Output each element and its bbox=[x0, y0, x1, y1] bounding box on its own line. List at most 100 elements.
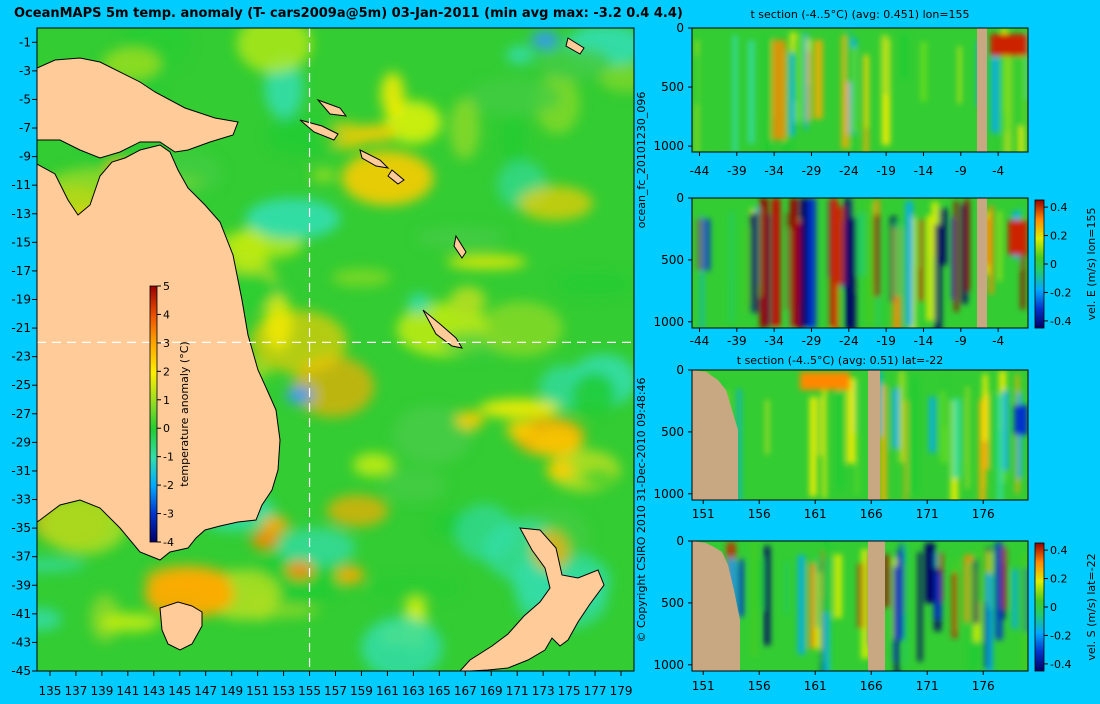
anomaly-patch bbox=[449, 98, 480, 160]
section-stripe bbox=[841, 35, 849, 149]
map-ytick-label: -19 bbox=[11, 292, 31, 306]
section-stripe bbox=[734, 559, 737, 628]
section-stripe bbox=[818, 396, 823, 456]
map-ytick-label: -17 bbox=[11, 264, 31, 278]
panel3-shelf-mask bbox=[692, 370, 738, 500]
anomaly-patch bbox=[467, 77, 562, 117]
section-stripe bbox=[793, 38, 799, 101]
section-colorbar-tick-label: 0.2 bbox=[1050, 573, 1068, 586]
section-stripe bbox=[893, 566, 897, 663]
panel4-colorbar bbox=[1034, 542, 1045, 672]
section-stripe bbox=[988, 205, 994, 295]
section-stripe bbox=[904, 542, 908, 666]
map-ytick-label: -9 bbox=[19, 150, 31, 164]
anomaly-patch bbox=[352, 453, 395, 477]
panel2-land-mask bbox=[977, 198, 987, 328]
new-zealand-landmass bbox=[459, 527, 605, 671]
anomaly-patch bbox=[276, 527, 356, 567]
section-stripe bbox=[807, 51, 811, 121]
colorbar-tick-label: 5 bbox=[163, 280, 170, 293]
map-xtick-label: 177 bbox=[584, 684, 607, 698]
section-ytick-label: 500 bbox=[661, 80, 684, 94]
section-ytick-label: 1000 bbox=[653, 139, 684, 153]
section-stripe bbox=[904, 400, 907, 500]
section-stripe bbox=[809, 396, 817, 497]
anomaly-patch bbox=[446, 255, 527, 269]
section-xtick-label: 171 bbox=[916, 507, 939, 521]
panel3-axes: 151 156 161 166 171 176 0 500 1000 bbox=[653, 363, 994, 521]
panel3-background bbox=[692, 370, 1028, 500]
anomaly-patch bbox=[236, 28, 313, 74]
anomaly-patch bbox=[358, 124, 396, 143]
map-xtick-label: 141 bbox=[116, 684, 139, 698]
section-stripe bbox=[729, 211, 734, 323]
section-stripe bbox=[855, 377, 859, 495]
section-stripe bbox=[958, 46, 961, 104]
map-ytick-label: -15 bbox=[11, 235, 31, 249]
tasmania-landmass bbox=[159, 601, 203, 651]
section-stripe bbox=[700, 215, 704, 328]
section-stripe bbox=[898, 370, 905, 463]
section-xtick-label: 171 bbox=[916, 679, 939, 693]
section-xtick-label: -19 bbox=[876, 164, 896, 178]
map-xtick-label: 143 bbox=[142, 684, 165, 698]
section-stripe bbox=[1020, 227, 1026, 310]
panel2-colorbar bbox=[1034, 199, 1045, 329]
solomon-island-b bbox=[387, 169, 405, 185]
map-ytick-label: -37 bbox=[11, 550, 31, 564]
anomaly-hotspot bbox=[261, 516, 289, 534]
new-ireland-island bbox=[316, 98, 348, 117]
section-jet-band bbox=[830, 198, 838, 328]
section-xtick-label: 176 bbox=[972, 679, 995, 693]
section-xtick-label: 166 bbox=[860, 507, 883, 521]
section-stripe bbox=[967, 561, 972, 671]
map-ytick-label: -11 bbox=[11, 178, 31, 192]
section-ytick-label: 1000 bbox=[653, 487, 684, 501]
colorbar-tick-label: -3 bbox=[163, 508, 174, 521]
section-stripe bbox=[1003, 390, 1009, 471]
section-xtick-label: -39 bbox=[727, 164, 747, 178]
section-ytick-label: 0 bbox=[676, 21, 684, 35]
anomaly-patch bbox=[361, 616, 443, 671]
section-stripe bbox=[822, 388, 827, 499]
section-xtick-label: 151 bbox=[692, 507, 715, 521]
section-stripe bbox=[1022, 552, 1028, 671]
anomaly-patch bbox=[570, 372, 617, 416]
anomaly-patch bbox=[230, 227, 267, 274]
section-stripe bbox=[880, 384, 887, 500]
section-stripe bbox=[704, 218, 711, 271]
section-stripe bbox=[732, 35, 738, 152]
panel4-shelf-mask bbox=[692, 541, 740, 671]
section-stripe bbox=[896, 551, 904, 641]
section-xtick-label: 176 bbox=[972, 507, 995, 521]
section-stripe bbox=[1012, 569, 1018, 629]
section-stripe bbox=[892, 388, 902, 449]
section-jet-core bbox=[1008, 220, 1028, 255]
section-stripe bbox=[861, 549, 870, 659]
section-stripe bbox=[960, 399, 967, 462]
map-xtick-label: 153 bbox=[272, 684, 295, 698]
anomaly-patch bbox=[331, 268, 392, 287]
section-stripe bbox=[797, 39, 802, 97]
colorbar-ticks: 5 4 3 2 1 0 -1 -2 -3 -4 bbox=[157, 280, 174, 549]
section-stripe bbox=[763, 545, 771, 646]
map-ytick-label: -1 bbox=[19, 35, 31, 49]
section-warm-core bbox=[990, 34, 1028, 56]
anomaly-hotspot bbox=[251, 531, 279, 549]
section-stripe bbox=[1001, 547, 1007, 609]
section-stripe bbox=[917, 552, 923, 662]
anomaly-patch bbox=[455, 503, 515, 561]
section-colorbar-tick-label: -0.2 bbox=[1050, 286, 1071, 299]
section-stripe bbox=[833, 554, 843, 619]
colorbar-tick-label: -2 bbox=[163, 479, 174, 492]
section-xtick-label: -9 bbox=[955, 164, 967, 178]
section-cold-cell bbox=[1014, 405, 1028, 435]
section-stripe bbox=[982, 374, 988, 442]
map-xtick-label: 179 bbox=[610, 684, 633, 698]
section-stripe bbox=[754, 558, 763, 610]
anomaly-patch bbox=[235, 604, 320, 618]
section-xtick-label: -24 bbox=[839, 334, 859, 348]
section-xtick-label: -34 bbox=[764, 334, 784, 348]
map-ytick-label: -23 bbox=[11, 350, 31, 364]
